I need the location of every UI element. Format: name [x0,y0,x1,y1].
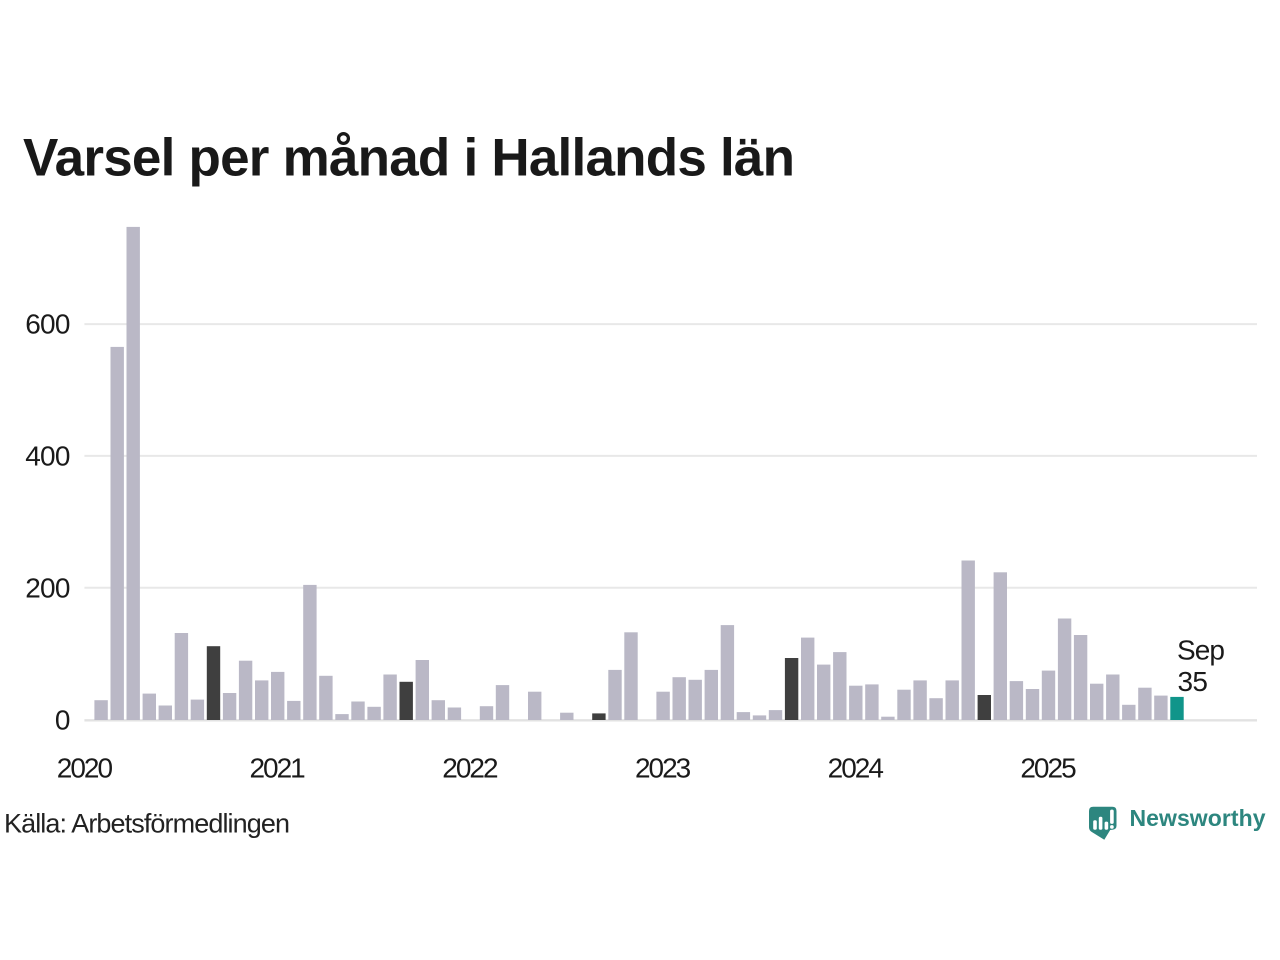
svg-text:0: 0 [55,705,71,736]
svg-text:600: 600 [25,309,70,340]
svg-text:35: 35 [1178,666,1209,697]
svg-text:2024: 2024 [828,752,884,783]
svg-text:2020: 2020 [57,752,113,783]
svg-text:2023: 2023 [635,752,691,783]
svg-text:Varsel per månad i Hallands lä: Varsel per månad i Hallands län [23,128,795,187]
svg-text:2021: 2021 [249,752,305,783]
svg-text:200: 200 [25,572,70,603]
svg-text:Sep: Sep [1177,635,1225,666]
svg-text:Newsworthy: Newsworthy [1130,805,1266,831]
svg-text:400: 400 [25,441,70,472]
svg-text:2022: 2022 [442,752,498,783]
svg-text:Källa: Arbetsförmedlingen: Källa: Arbetsförmedlingen [4,809,290,839]
svg-text:2025: 2025 [1020,752,1076,783]
